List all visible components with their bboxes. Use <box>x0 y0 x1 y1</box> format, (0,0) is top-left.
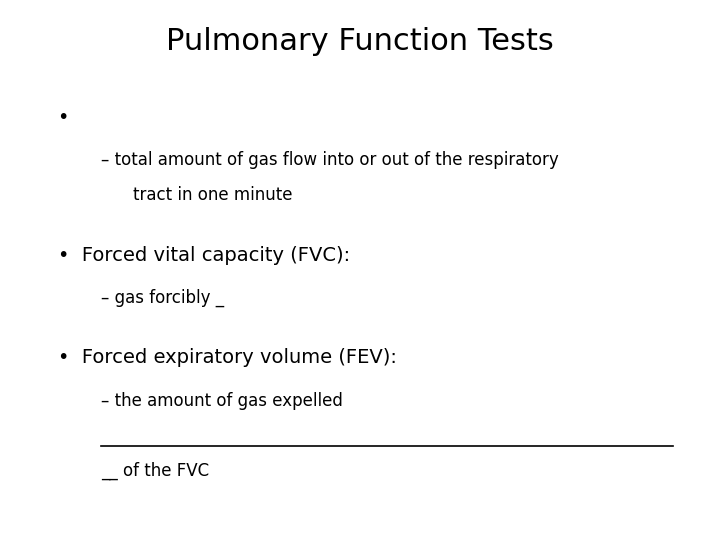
Text: __ of the FVC: __ of the FVC <box>101 462 209 480</box>
Text: – gas forcibly _: – gas forcibly _ <box>101 289 224 307</box>
Text: Pulmonary Function Tests: Pulmonary Function Tests <box>166 27 554 56</box>
Text: •  Forced expiratory volume (FEV):: • Forced expiratory volume (FEV): <box>58 348 397 367</box>
Text: tract in one minute: tract in one minute <box>133 186 293 204</box>
Text: – total amount of gas flow into or out of the respiratory: – total amount of gas flow into or out o… <box>101 151 559 169</box>
Text: •: • <box>58 108 69 127</box>
Text: •  Forced vital capacity (FVC):: • Forced vital capacity (FVC): <box>58 246 350 265</box>
Text: – the amount of gas expelled: – the amount of gas expelled <box>101 392 343 409</box>
